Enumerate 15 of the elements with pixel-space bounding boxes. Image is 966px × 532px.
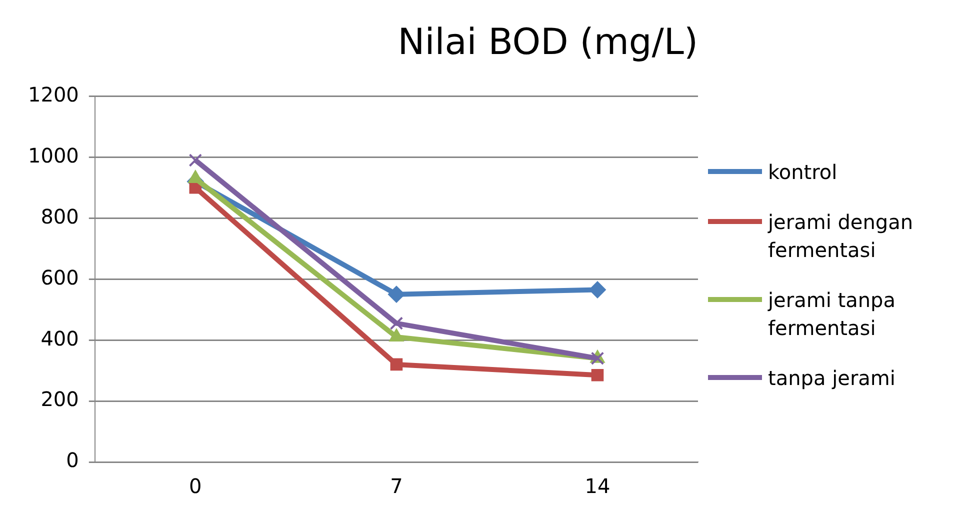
y-tick-label: 600	[40, 265, 79, 290]
x-tick-label: 0	[189, 474, 202, 498]
x-tick-label: 14	[584, 474, 610, 498]
y-tick-label: 0	[66, 448, 79, 472]
y-tick-label: 800	[40, 204, 79, 228]
legend-label: jerami dengan fermentasi	[768, 209, 914, 264]
legend-label: tanpa jerami	[768, 365, 896, 392]
legend-label: kontrol	[768, 159, 838, 186]
chart-title: Nilai BOD (mg/L)	[398, 22, 698, 63]
y-tick-label: 200	[40, 387, 79, 412]
legend-label: jerami tanpa fermentasi	[768, 287, 896, 342]
y-tick-label: 400	[40, 326, 79, 350]
y-tick-label: 1000	[28, 143, 79, 168]
x-tick-label: 7	[390, 474, 403, 498]
y-tick-label: 1200	[28, 82, 79, 106]
